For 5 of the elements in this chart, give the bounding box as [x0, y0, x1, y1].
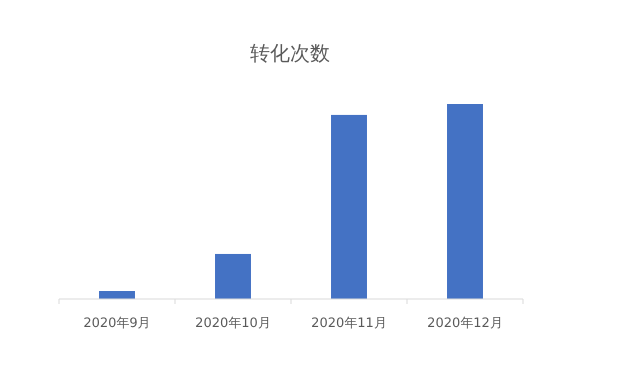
x-tick-label: 2020年10月: [195, 316, 271, 331]
x-tick-label: 2020年11月: [311, 316, 387, 331]
chart-title: 转化次数: [250, 41, 330, 65]
x-tick-label: 2020年12月: [427, 316, 503, 331]
x-tick-label: 2020年9月: [83, 316, 151, 331]
